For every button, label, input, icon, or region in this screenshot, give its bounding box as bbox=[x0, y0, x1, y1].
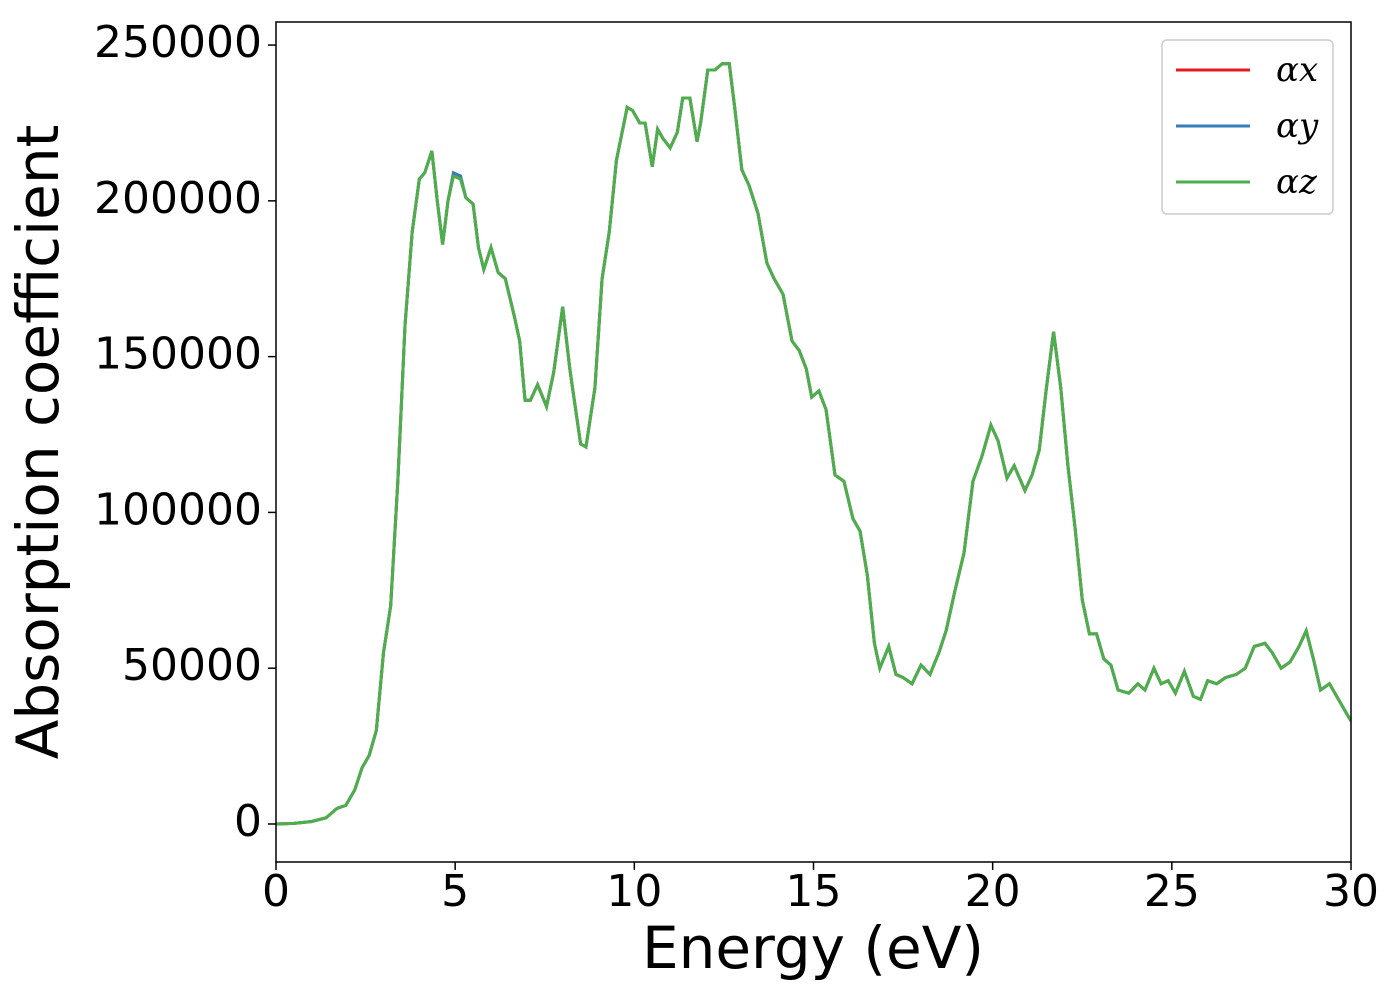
x-tick-label: 10 bbox=[606, 866, 662, 917]
plot-frame bbox=[275, 21, 1352, 863]
x-tick-label: 0 bbox=[262, 866, 290, 917]
legend-label: αz bbox=[1276, 162, 1318, 202]
legend-label: αx bbox=[1276, 50, 1318, 90]
series-line bbox=[276, 62, 1351, 826]
x-tick-label: 15 bbox=[786, 866, 842, 917]
y-axis-label: Absorption coefficient bbox=[4, 125, 72, 760]
x-tick-label: 30 bbox=[1323, 866, 1379, 917]
y-tick-label: 50000 bbox=[122, 640, 262, 691]
x-tick-label: 20 bbox=[965, 866, 1021, 917]
legend-label: αy bbox=[1276, 106, 1319, 146]
y-tick-label: 200000 bbox=[94, 173, 262, 224]
y-tick-label: 250000 bbox=[94, 17, 262, 68]
x-axis-label: Energy (eV) bbox=[642, 914, 984, 982]
y-tick-label: 0 bbox=[234, 796, 262, 847]
x-tick-label: 25 bbox=[1144, 866, 1200, 917]
x-tick-label: 5 bbox=[441, 866, 469, 917]
y-tick-label: 150000 bbox=[94, 329, 262, 380]
y-tick-label: 100000 bbox=[94, 484, 262, 535]
